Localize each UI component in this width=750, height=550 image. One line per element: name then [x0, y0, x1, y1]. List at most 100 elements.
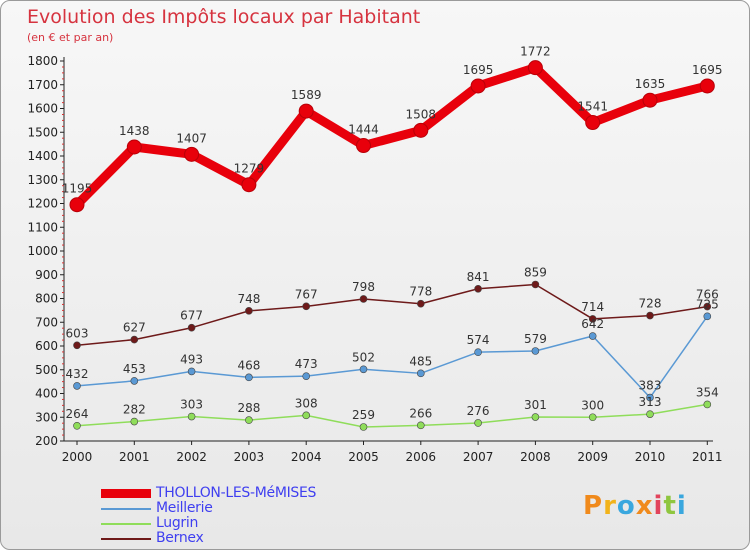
data-point: [187, 412, 196, 421]
data-point: [703, 312, 712, 321]
x-tick-label: 2001: [119, 450, 150, 464]
data-point: [73, 382, 81, 390]
data-point: [69, 197, 85, 213]
data-point: [699, 78, 715, 94]
data-label: 453: [123, 362, 146, 376]
series-lines: [72, 63, 712, 428]
data-label: 259: [352, 408, 375, 422]
data-label: 1589: [291, 88, 322, 102]
data-point: [130, 377, 139, 385]
brand-letter: x: [635, 491, 654, 521]
x-tick-label: 2008: [520, 450, 551, 464]
data-point: [416, 299, 425, 308]
data-point: [646, 311, 654, 320]
data-point: [245, 373, 253, 382]
y-tick-label: 1600: [27, 102, 58, 116]
y-tick-label: 1200: [27, 197, 58, 211]
data-point: [298, 103, 314, 119]
y-tick-label: 900: [35, 268, 58, 282]
legend-swatch: [101, 508, 151, 510]
y-tick-label: 800: [35, 292, 58, 306]
data-point: [585, 115, 601, 131]
brand-letter: P: [583, 491, 604, 521]
legend-swatch: [101, 538, 151, 540]
data-point: [302, 411, 311, 420]
data-label: 288: [237, 401, 260, 415]
data-point: [359, 295, 368, 303]
brand-letter: t: [663, 491, 677, 521]
data-label: 1772: [520, 45, 551, 59]
data-label: 1407: [176, 131, 207, 145]
data-label: 677: [180, 309, 203, 323]
data-point: [642, 92, 658, 108]
series-line: [76, 315, 709, 399]
legend-swatch: [101, 523, 151, 525]
series-line: [72, 63, 712, 210]
data-point: [474, 284, 482, 293]
data-point: [130, 335, 139, 344]
x-tick-label: 2000: [62, 450, 93, 464]
data-label: 502: [352, 350, 375, 364]
proxiti-logo: Proxiti: [583, 491, 687, 521]
data-label: 303: [180, 398, 203, 412]
data-label: 473: [295, 357, 318, 371]
data-point: [126, 139, 142, 155]
data-point: [527, 60, 543, 76]
data-label: 748: [237, 292, 260, 306]
data-point: [245, 416, 253, 424]
data-point: [359, 423, 368, 431]
y-tick-label: 600: [35, 339, 58, 353]
data-point: [73, 341, 81, 350]
x-tick-label: 2007: [463, 450, 494, 464]
data-label: 383: [639, 379, 662, 393]
y-tick-label: 200: [35, 434, 58, 448]
data-point: [588, 315, 597, 323]
data-point: [241, 177, 257, 193]
y-tick-label: 300: [35, 410, 58, 424]
legend-label: Lugrin: [156, 515, 199, 531]
data-label: 579: [524, 332, 547, 346]
data-label: 1438: [119, 124, 150, 138]
data-label: 1444: [348, 123, 379, 137]
data-label: 282: [123, 403, 146, 417]
data-label: 725: [696, 297, 719, 311]
data-label: 574: [467, 333, 490, 347]
data-point: [413, 122, 429, 138]
legend-label: Meillerie: [156, 500, 213, 516]
y-tick-label: 1000: [27, 244, 58, 258]
data-label: 301: [524, 398, 547, 412]
data-label: 798: [352, 280, 375, 294]
data-label: 603: [66, 326, 89, 340]
data-label: 300: [581, 398, 604, 412]
data-label: 432: [66, 367, 89, 381]
data-label: 1508: [406, 107, 437, 121]
data-point: [356, 138, 371, 154]
y-tick-label: 1700: [27, 78, 58, 92]
data-point: [703, 302, 712, 311]
x-tick-label: 2002: [176, 450, 207, 464]
data-label: 859: [524, 265, 547, 279]
data-point: [470, 78, 486, 94]
data-label: 1195: [62, 182, 93, 196]
data-point: [646, 393, 654, 402]
data-point: [588, 413, 597, 422]
chart-subtitle: (en € et par an): [27, 31, 114, 44]
data-point: [474, 419, 482, 427]
data-label: 308: [295, 396, 318, 410]
data-point: [531, 280, 540, 289]
x-tick-label: 2005: [348, 450, 379, 464]
data-point: [646, 410, 654, 418]
series-line: [76, 403, 709, 428]
data-point: [73, 421, 81, 430]
data-label: 276: [467, 404, 490, 418]
axes: 200 300 400 500 600 700 800 900 1000 1100 1200 1300…: [27, 54, 722, 464]
y-tick-label: 1300: [27, 173, 58, 187]
data-point: [302, 372, 311, 380]
data-label: 264: [66, 407, 89, 421]
brand-letter: r: [603, 491, 617, 521]
data-point: [245, 307, 253, 315]
data-labels: 1195 1438 1407 1279 1589 1444 1508 1695 1772 1541…: [62, 45, 723, 422]
data-point: [531, 413, 540, 421]
data-label: 728: [639, 297, 662, 311]
